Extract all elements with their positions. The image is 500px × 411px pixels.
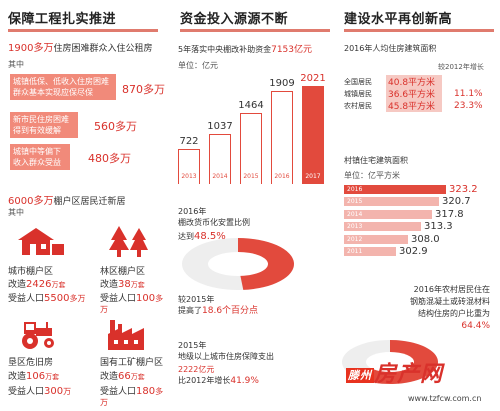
- donut1-caption: 2016年 棚改货币化安置比例 达到48.5%: [178, 207, 250, 242]
- funding-bar-value-label: 1037: [207, 121, 233, 132]
- funding-bar: [302, 86, 324, 184]
- funding-subtitle: 5年落实中央棚改补助资金7153亿元: [178, 45, 312, 55]
- funding-bar: [178, 149, 200, 184]
- forest-shanty-title: 林区棚户区: [100, 267, 146, 277]
- funding-bar: [240, 113, 262, 184]
- village-area-year-label: 2014: [347, 210, 363, 218]
- village-area-chart: 2016 323.2 2015 320.7 2014 317.8 2013 313.3 2012…: [344, 184, 494, 264]
- house-icon: [16, 226, 66, 256]
- village-area-row: 2015 320.7: [344, 196, 471, 207]
- village-area-bar: 2013: [344, 222, 421, 231]
- watermark-url: www.tzfcw.com.cn: [408, 394, 482, 403]
- village-area-bar: 2012: [344, 234, 408, 244]
- per-capita-subtitle: 2016年人均住房建筑面积: [344, 44, 437, 53]
- village-area-bar: 2014: [344, 209, 432, 219]
- village-area-row: 2011 302.9: [344, 246, 428, 257]
- village-area-value-label: 320.7: [442, 196, 471, 207]
- village-area-value-label: 302.9: [399, 246, 428, 257]
- funding-bar: [209, 134, 231, 184]
- funding-bar-year-label: 2015: [243, 173, 259, 180]
- factory-icon: [106, 318, 154, 350]
- village-area-bar: 2016: [344, 184, 446, 194]
- col1-title-underline: [8, 29, 158, 32]
- funding-bar-year-label: 2014: [212, 173, 228, 180]
- donut3-hole: [366, 352, 414, 372]
- column-security-project: 保障工程扎实推进 1900多万住房困难群众入住公租房 其中 城镇低保、低收入住房…: [8, 0, 168, 411]
- watermark-logo: 滕州房产网: [346, 362, 444, 387]
- village-area-unit: 单位：亿平方米: [344, 171, 400, 180]
- village-area-bar: 2011: [344, 247, 396, 256]
- village-area-value-label: 323.2: [449, 183, 478, 195]
- box-mid-low: 城镇中等偏下 收入群众受益: [10, 144, 70, 170]
- column-construction-level: 建设水平再创新高 2016年人均住房建筑面积 较2012年增长 全国居民 40.…: [338, 0, 498, 411]
- col2-title: 资金投入源源不断: [180, 12, 289, 27]
- village-area-year-label: 2016: [347, 185, 363, 193]
- village-area-subtitle: 村镇住宅建筑面积: [344, 156, 408, 165]
- forest-shanty-rebuilt: 改造38万套: [100, 279, 145, 290]
- donut1-comparison: 较2015年 提高了18.6个百分点: [178, 295, 259, 316]
- donut3-caption: 2016年农村居民住在 钢筋混凝土或砖混材料 结构住房的户比重为 64.4%: [410, 285, 490, 331]
- box-new-citizens-value: 560多万: [94, 120, 137, 133]
- mining-shanty-beneficiaries: 受益人口180多万: [100, 386, 164, 407]
- shantytown-line: 6000多万棚户区居民迁新居: [8, 196, 126, 207]
- village-area-row: 2012 308.0: [344, 233, 440, 245]
- village-area-year-label: 2015: [347, 198, 363, 205]
- per-capita-row-urban: 城镇居民 36.6平方米 11.1%: [344, 87, 483, 100]
- donut1-hole: [208, 252, 268, 276]
- per-capita-row-rural: 农村居民 45.8平方米 23.3%: [344, 99, 483, 112]
- per-capita-table: 全国居民 40.8平方米 城镇居民 36.6平方米 11.1% 农村居民 45.…: [344, 75, 494, 112]
- column-funding: 资金投入源源不断 5年落实中央棚改补助资金7153亿元 单位：亿元 2013 72…: [174, 0, 334, 411]
- col1-title: 保障工程扎实推进: [8, 12, 117, 27]
- tractor-icon: [18, 318, 58, 350]
- village-area-bar: 2015: [344, 197, 439, 206]
- public-rental-line: 1900多万住房困难群众入住公租房: [8, 43, 153, 54]
- box-mid-low-value: 480多万: [88, 152, 131, 165]
- box-low-income: 城镇低保、低收入住房困难 群众基本实现应保尽保: [10, 74, 116, 100]
- box-low-income-value: 870多万: [122, 83, 165, 96]
- funding-bar-value-label: 2021: [300, 73, 326, 84]
- village-area-row: 2013 313.3: [344, 221, 453, 232]
- village-area-year-label: 2012: [347, 235, 363, 243]
- funding-bar-value-label: 1464: [238, 100, 264, 111]
- reclamation-rebuilt: 改造106万套: [8, 371, 60, 382]
- funding-bar-value-label: 1909: [269, 78, 295, 89]
- village-area-year-label: 2011: [347, 248, 363, 255]
- col2-title-underline: [180, 29, 330, 32]
- urban-shanty-beneficiaries: 受益人口5500多万: [8, 293, 86, 304]
- village-area-row: 2014 317.8: [344, 208, 464, 220]
- tree-icon: [108, 224, 152, 258]
- urban-shanty-title: 城市棚户区: [8, 267, 54, 277]
- box-new-citizens: 新市民住房困难 得到有效缓解: [10, 112, 78, 138]
- reclamation-beneficiaries: 受益人口300万: [8, 386, 72, 397]
- per-capita-row-national: 全国居民 40.8平方米: [344, 75, 494, 88]
- funding-bar-year-label: 2017: [305, 173, 321, 180]
- village-area-row: 2016 323.2: [344, 183, 478, 195]
- funding-bar-year-label: 2013: [181, 173, 197, 180]
- funding-bar-chart: 2013 722 2014 1037 2015 1464 2016 1909 2017 2021: [174, 64, 334, 184]
- growth-label: 较2012年增长: [438, 63, 484, 71]
- funding-unit: 单位：亿元: [178, 61, 218, 70]
- qizhong-label-2: 其中: [8, 208, 24, 217]
- donut2-caption: 2015年 地级以上城市住房保障支出 2222亿元 比2012年增长41.9%: [178, 341, 274, 386]
- village-area-value-label: 308.0: [411, 233, 440, 245]
- forest-shanty-beneficiaries: 受益人口100多万: [100, 293, 164, 314]
- village-area-value-label: 317.8: [435, 208, 464, 220]
- mining-shanty-rebuilt: 改造66万套: [100, 371, 145, 382]
- reclamation-title: 垦区危旧房: [8, 358, 54, 368]
- village-area-year-label: 2013: [347, 223, 363, 230]
- col3-title-underline: [344, 29, 494, 32]
- mining-shanty-title: 国有工矿棚户区: [100, 358, 164, 368]
- village-area-value-label: 313.3: [424, 221, 453, 232]
- funding-bar-year-label: 2016: [274, 173, 290, 180]
- donut1: [178, 232, 328, 305]
- funding-bar: [271, 91, 293, 184]
- qizhong-label: 其中: [8, 60, 24, 69]
- col3-title: 建设水平再创新高: [344, 12, 453, 27]
- urban-shanty-rebuilt: 改造2426万套: [8, 279, 66, 290]
- funding-bar-value-label: 722: [179, 136, 199, 147]
